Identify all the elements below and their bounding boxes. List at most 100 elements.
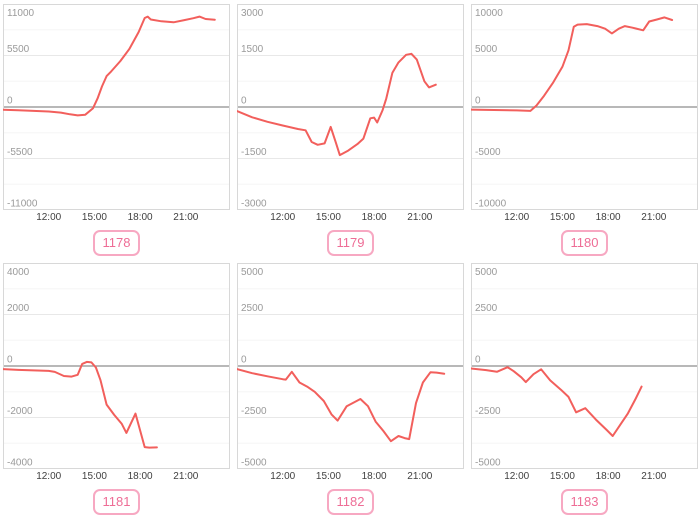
x-axis-tick-label: 18:00 bbox=[361, 212, 387, 223]
y-axis-tick-label: -10000 bbox=[475, 199, 507, 210]
chart-plot-area: 5000 2500 0 -2500 -5000 bbox=[471, 263, 698, 469]
button-row: 1180 bbox=[471, 230, 698, 256]
chart-plot-area: 10000 5000 0 -5000 -10000 bbox=[471, 4, 698, 210]
x-axis-tick-label: 12:00 bbox=[504, 471, 530, 482]
y-axis-tick-label: 5000 bbox=[241, 267, 264, 278]
panel-border bbox=[3, 263, 230, 469]
x-axis-tick-label: 18:00 bbox=[361, 471, 387, 482]
y-axis-tick-label: -5000 bbox=[241, 458, 267, 469]
charts-page: 11000 5500 0 -5500 -11000 12:00 15:00 18:00 21:… bbox=[0, 4, 700, 515]
chart-panel: 5000 2500 0 -2500 -5000 bbox=[471, 263, 698, 469]
y-axis-tick-label: 0 bbox=[241, 96, 247, 107]
y-axis-tick-label: 1500 bbox=[241, 44, 264, 55]
series-line bbox=[3, 15, 216, 117]
charts-row-top: 11000 5500 0 -5500 -11000 12:00 15:00 18:00 21:… bbox=[3, 4, 700, 256]
chart-plot-area: 4000 2000 0 -2000 -4000 bbox=[3, 263, 230, 469]
chart-id-button[interactable]: 1183 bbox=[560, 489, 609, 515]
button-row: 1179 bbox=[237, 230, 464, 256]
y-axis-tick-label: 0 bbox=[7, 96, 13, 107]
x-axis-tick-label: 12:00 bbox=[270, 212, 296, 223]
x-axis-labels: 12:00 15:00 18:00 21:00 bbox=[471, 469, 698, 485]
chart-id-button[interactable]: 1182 bbox=[326, 489, 375, 515]
y-axis-tick-label: 5500 bbox=[7, 44, 30, 55]
chart-panel: 5000 2500 0 -2500 -5000 bbox=[237, 263, 464, 469]
x-axis-tick-label: 18:00 bbox=[127, 212, 153, 223]
y-axis-tick-label: -11000 bbox=[7, 199, 38, 210]
charts-row-bottom: 4000 2000 0 -2000 -4000 12:00 15:00 18:00 21:00… bbox=[3, 263, 700, 515]
y-axis-tick-label: 10000 bbox=[475, 8, 503, 19]
button-row: 1181 bbox=[3, 489, 230, 515]
x-axis-tick-label: 21:00 bbox=[407, 212, 433, 223]
y-axis-tick-label: -2500 bbox=[475, 406, 501, 417]
panel-border bbox=[237, 263, 464, 469]
x-axis-labels: 12:00 15:00 18:00 21:00 bbox=[471, 210, 698, 226]
chart-id-button[interactable]: 1179 bbox=[326, 230, 375, 256]
x-axis-tick-label: 18:00 bbox=[127, 471, 153, 482]
series-line bbox=[237, 368, 446, 443]
x-axis-tick-label: 18:00 bbox=[595, 212, 621, 223]
panel-border bbox=[471, 4, 698, 210]
chart-id-button[interactable]: 1181 bbox=[92, 489, 141, 515]
y-axis-tick-label: 2500 bbox=[475, 303, 498, 314]
x-axis-tick-label: 12:00 bbox=[504, 212, 530, 223]
series-line bbox=[471, 366, 643, 437]
chart-cell-1179: 3000 1500 0 -1500 -3000 12:00 15:00 18:00 21:00… bbox=[237, 4, 464, 256]
series-line bbox=[237, 52, 437, 157]
chart-panel: 3000 1500 0 -1500 -3000 bbox=[237, 4, 464, 210]
y-axis-tick-label: 4000 bbox=[7, 267, 30, 278]
y-axis-tick-label: 2000 bbox=[7, 303, 30, 314]
chart-cell-1181: 4000 2000 0 -2000 -4000 12:00 15:00 18:00 21:00… bbox=[3, 263, 230, 515]
y-axis-tick-label: -3000 bbox=[241, 199, 267, 210]
x-axis-tick-label: 12:00 bbox=[36, 471, 62, 482]
x-axis-tick-label: 21:00 bbox=[407, 471, 433, 482]
chart-panel: 4000 2000 0 -2000 -4000 bbox=[3, 263, 230, 469]
y-axis-tick-label: -2500 bbox=[241, 406, 267, 417]
x-axis-labels: 12:00 15:00 18:00 21:00 bbox=[3, 210, 230, 226]
x-axis-tick-label: 21:00 bbox=[641, 212, 667, 223]
y-axis-tick-label: -5000 bbox=[475, 147, 501, 158]
chart-cell-1182: 5000 2500 0 -2500 -5000 12:00 15:00 18:00 21:00… bbox=[237, 263, 464, 515]
y-axis-tick-label: -2000 bbox=[7, 406, 33, 417]
x-axis-tick-label: 12:00 bbox=[36, 212, 62, 223]
x-axis-tick-label: 18:00 bbox=[595, 471, 621, 482]
y-axis-tick-label: 0 bbox=[7, 355, 13, 366]
y-axis-tick-label: 0 bbox=[475, 96, 481, 107]
y-axis-tick-label: -5000 bbox=[475, 458, 501, 469]
x-axis-tick-label: 15:00 bbox=[81, 212, 107, 223]
y-axis-tick-label: 11000 bbox=[7, 8, 35, 19]
series-line bbox=[471, 16, 674, 112]
x-axis-tick-label: 15:00 bbox=[549, 471, 575, 482]
x-axis-labels: 12:00 15:00 18:00 21:00 bbox=[3, 469, 230, 485]
y-axis-tick-label: 0 bbox=[241, 355, 247, 366]
chart-panel: 10000 5000 0 -5000 -10000 bbox=[471, 4, 698, 210]
y-axis-tick-label: 5000 bbox=[475, 267, 498, 278]
chart-cell-1183: 5000 2500 0 -2500 -5000 12:00 15:00 18:00 21:00… bbox=[471, 263, 698, 515]
button-row: 1183 bbox=[471, 489, 698, 515]
series-line bbox=[3, 360, 158, 449]
button-row: 1178 bbox=[3, 230, 230, 256]
y-axis-tick-label: -1500 bbox=[241, 147, 267, 158]
chart-plot-area: 3000 1500 0 -1500 -3000 bbox=[237, 4, 464, 210]
y-axis-tick-label: 3000 bbox=[241, 8, 264, 19]
panel-border bbox=[237, 4, 464, 210]
y-axis-tick-label: 0 bbox=[475, 355, 481, 366]
x-axis-tick-label: 15:00 bbox=[315, 471, 341, 482]
x-axis-labels: 12:00 15:00 18:00 21:00 bbox=[237, 210, 464, 226]
chart-cell-1180: 10000 5000 0 -5000 -10000 12:00 15:00 18:00 21:… bbox=[471, 4, 698, 256]
x-axis-tick-label: 15:00 bbox=[549, 212, 575, 223]
y-axis-tick-label: -5500 bbox=[7, 147, 33, 158]
y-axis-tick-label: -4000 bbox=[7, 458, 33, 469]
x-axis-tick-label: 21:00 bbox=[641, 471, 667, 482]
button-row: 1182 bbox=[237, 489, 464, 515]
x-axis-tick-label: 12:00 bbox=[270, 471, 296, 482]
chart-cell-1178: 11000 5500 0 -5500 -11000 12:00 15:00 18:00 21:… bbox=[3, 4, 230, 256]
panel-border bbox=[471, 263, 698, 469]
chart-id-button[interactable]: 1178 bbox=[92, 230, 141, 256]
y-axis-tick-label: 5000 bbox=[475, 44, 498, 55]
x-axis-tick-label: 15:00 bbox=[81, 471, 107, 482]
chart-id-button[interactable]: 1180 bbox=[560, 230, 609, 256]
chart-panel: 11000 5500 0 -5500 -11000 bbox=[3, 4, 230, 210]
x-axis-tick-label: 21:00 bbox=[173, 471, 199, 482]
chart-plot-area: 11000 5500 0 -5500 -11000 bbox=[3, 4, 230, 210]
x-axis-tick-label: 21:00 bbox=[173, 212, 199, 223]
